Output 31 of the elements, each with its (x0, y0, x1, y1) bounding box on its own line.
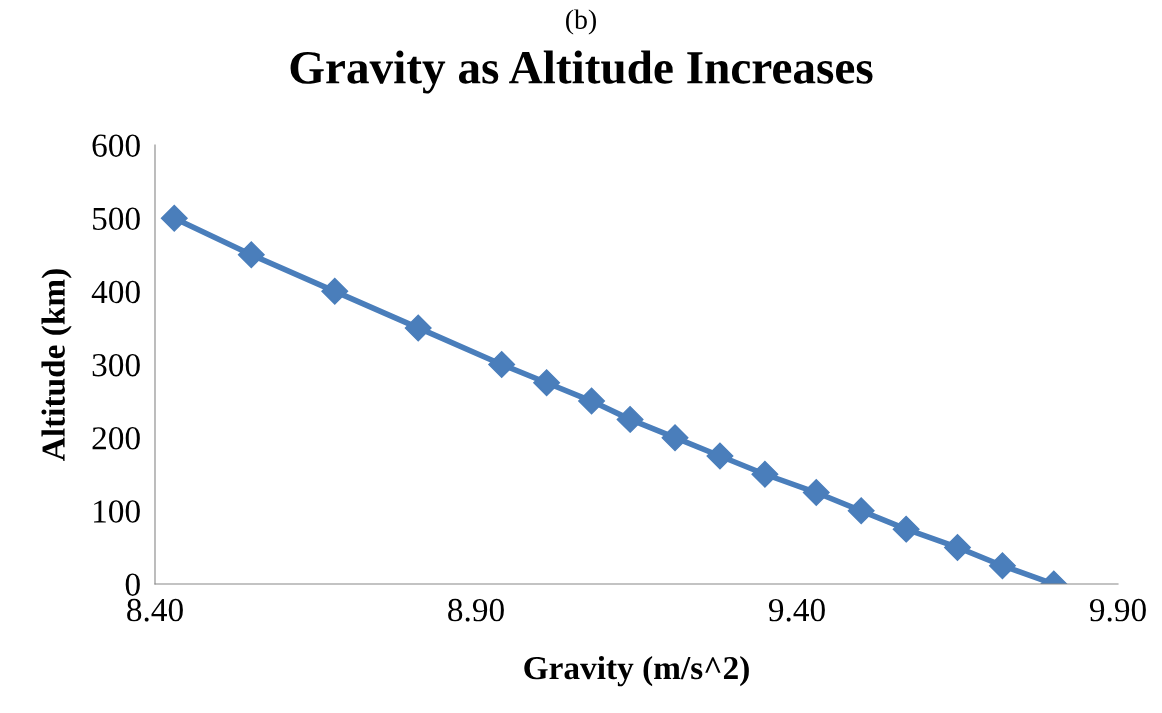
x-tick-label: 8.90 (448, 598, 504, 622)
y-tick-label: 500 (93, 207, 140, 231)
point (616, 405, 644, 433)
point (706, 442, 734, 470)
point (237, 241, 265, 269)
point (988, 552, 1016, 580)
y-tick-label: 300 (92, 353, 140, 377)
x-tick-label: 8.40 (127, 598, 183, 622)
point (892, 515, 920, 543)
point (661, 424, 689, 452)
point (802, 479, 830, 507)
point (160, 204, 188, 232)
chart-title: Gravity as Altitude Increases (290, 50, 873, 94)
point (847, 497, 875, 525)
y-tick-label: 600 (92, 134, 140, 157)
text: (b) (566, 9, 596, 35)
y-axis-title: Altitude (km) (41, 269, 72, 461)
point (944, 533, 971, 561)
point (751, 460, 779, 488)
y-tick-label: 0 (125, 573, 140, 596)
point (404, 314, 432, 342)
y-tick-label: 400 (91, 280, 140, 304)
x-tick-label: 9.40 (768, 598, 825, 622)
point (578, 387, 606, 415)
point (488, 351, 516, 378)
y-tick-label: 200 (92, 427, 140, 450)
point (321, 277, 349, 305)
x-tick-label: 9.90 (1089, 598, 1146, 622)
x-axis-title: Gravity (m/s^2) (524, 655, 749, 687)
y-tick-label: 100 (94, 500, 140, 523)
point (533, 369, 561, 397)
